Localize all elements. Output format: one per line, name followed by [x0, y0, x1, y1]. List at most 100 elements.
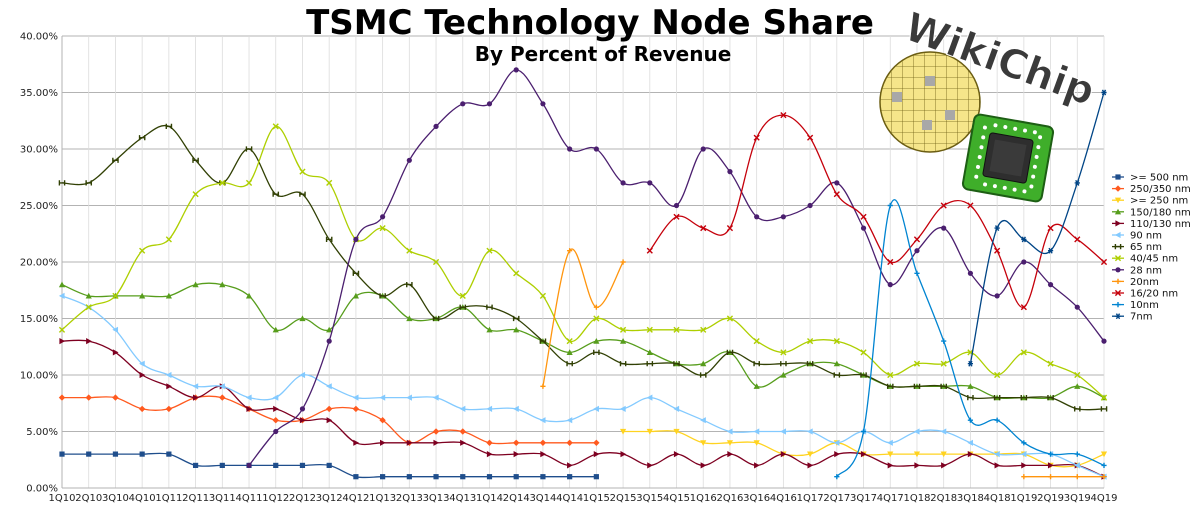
data-point: [780, 451, 787, 458]
x-tick-label: 2Q14: [503, 493, 530, 504]
data-point: [726, 428, 733, 435]
data-point: [540, 383, 546, 389]
data-point: [913, 383, 921, 389]
data-point: [112, 394, 119, 401]
data-point: [620, 259, 626, 265]
data-point: [273, 428, 279, 435]
data-point: [539, 439, 547, 446]
data-point: [486, 304, 493, 310]
data-point: [165, 292, 172, 299]
series-16-20-nm: [646, 112, 1108, 311]
data-point: [299, 417, 306, 424]
legend-label: 10nm: [1130, 300, 1159, 311]
data-point: [486, 451, 493, 458]
data-point: [834, 474, 840, 480]
data-point: [540, 474, 546, 480]
data-point: [1020, 349, 1027, 356]
data-point: [994, 247, 1001, 254]
data-point: [994, 371, 1001, 379]
data-point: [1074, 371, 1081, 379]
data-point: [353, 236, 359, 242]
x-tick-label: 1Q10: [49, 493, 76, 504]
data-point: [299, 462, 306, 468]
x-tick-label: 3Q15: [636, 493, 663, 504]
data-point: [165, 371, 172, 379]
data-point: [1047, 282, 1054, 288]
data-point: [753, 383, 760, 389]
data-point: [273, 405, 279, 412]
data-point: [138, 405, 146, 413]
data-point: [994, 417, 1000, 423]
x-tick-label: 4Q11: [236, 493, 263, 504]
data-point: [1101, 338, 1107, 344]
data-point: [593, 439, 600, 446]
y-tick-label: 15.00%: [20, 314, 58, 325]
data-point: [513, 67, 519, 73]
data-point: [1100, 451, 1108, 458]
data-point: [139, 247, 146, 254]
x-tick-label: 4Q17: [877, 493, 904, 504]
legend-label: 7nm: [1130, 312, 1152, 323]
data-point: [700, 326, 707, 333]
data-point: [941, 338, 947, 344]
data-point: [85, 394, 92, 401]
data-point: [646, 394, 653, 401]
data-point: [352, 270, 360, 276]
data-point: [352, 292, 359, 299]
data-point: [754, 462, 760, 469]
data-point: [593, 304, 599, 310]
data-point: [460, 101, 466, 107]
data-point: [1074, 179, 1080, 186]
x-tick-label: 3Q12: [316, 493, 343, 504]
series-line: [61, 339, 1105, 478]
data-point: [1073, 406, 1081, 412]
x-tick-label: 4Q16: [770, 493, 797, 504]
data-point: [513, 405, 519, 412]
data-point: [1021, 236, 1027, 243]
data-point: [219, 462, 225, 468]
legend-label: 110/130 nm: [1130, 219, 1191, 230]
data-point: [646, 247, 653, 254]
data-point: [807, 338, 814, 345]
data-point: [219, 179, 226, 186]
x-tick-label: 2Q19: [1037, 493, 1064, 504]
data-point: [780, 361, 787, 367]
data-point: [486, 405, 493, 412]
series-250-350-nm: [58, 394, 600, 446]
data-point: [1074, 236, 1081, 243]
data-point: [192, 394, 199, 401]
data-point: [1021, 462, 1027, 469]
data-point: [272, 123, 279, 130]
data-point: [379, 394, 386, 401]
y-tick-label: 35.00%: [20, 88, 58, 99]
data-point: [486, 474, 493, 480]
data-point: [593, 451, 600, 458]
x-tick-label: 4Q14: [556, 493, 583, 504]
axes: 0.00% 5.00% 10.00% 15.00% 20.00% 25.00% 30.00%…: [20, 32, 1118, 505]
data-point: [967, 270, 974, 276]
data-point: [406, 247, 413, 254]
x-tick-label: 4Q18: [984, 493, 1011, 504]
data-point: [860, 451, 867, 458]
data-point: [58, 180, 66, 186]
data-point: [967, 417, 974, 423]
data-point: [192, 383, 199, 390]
data-point: [914, 270, 920, 276]
data-point: [673, 202, 680, 209]
data-point: [58, 326, 66, 333]
data-point: [620, 180, 626, 186]
data-point: [673, 428, 680, 435]
data-point: [1021, 259, 1027, 265]
data-point: [245, 292, 253, 299]
data-point: [459, 292, 466, 299]
data-point: [352, 394, 359, 401]
data-point: [245, 146, 253, 152]
x-tick-label: 2Q18: [930, 493, 957, 504]
data-point: [219, 281, 226, 288]
legend-marker: [1114, 289, 1122, 297]
data-point: [967, 395, 974, 401]
data-point: [112, 451, 119, 457]
data-point: [380, 214, 386, 220]
data-point: [994, 451, 1000, 458]
data-point: [513, 439, 520, 446]
